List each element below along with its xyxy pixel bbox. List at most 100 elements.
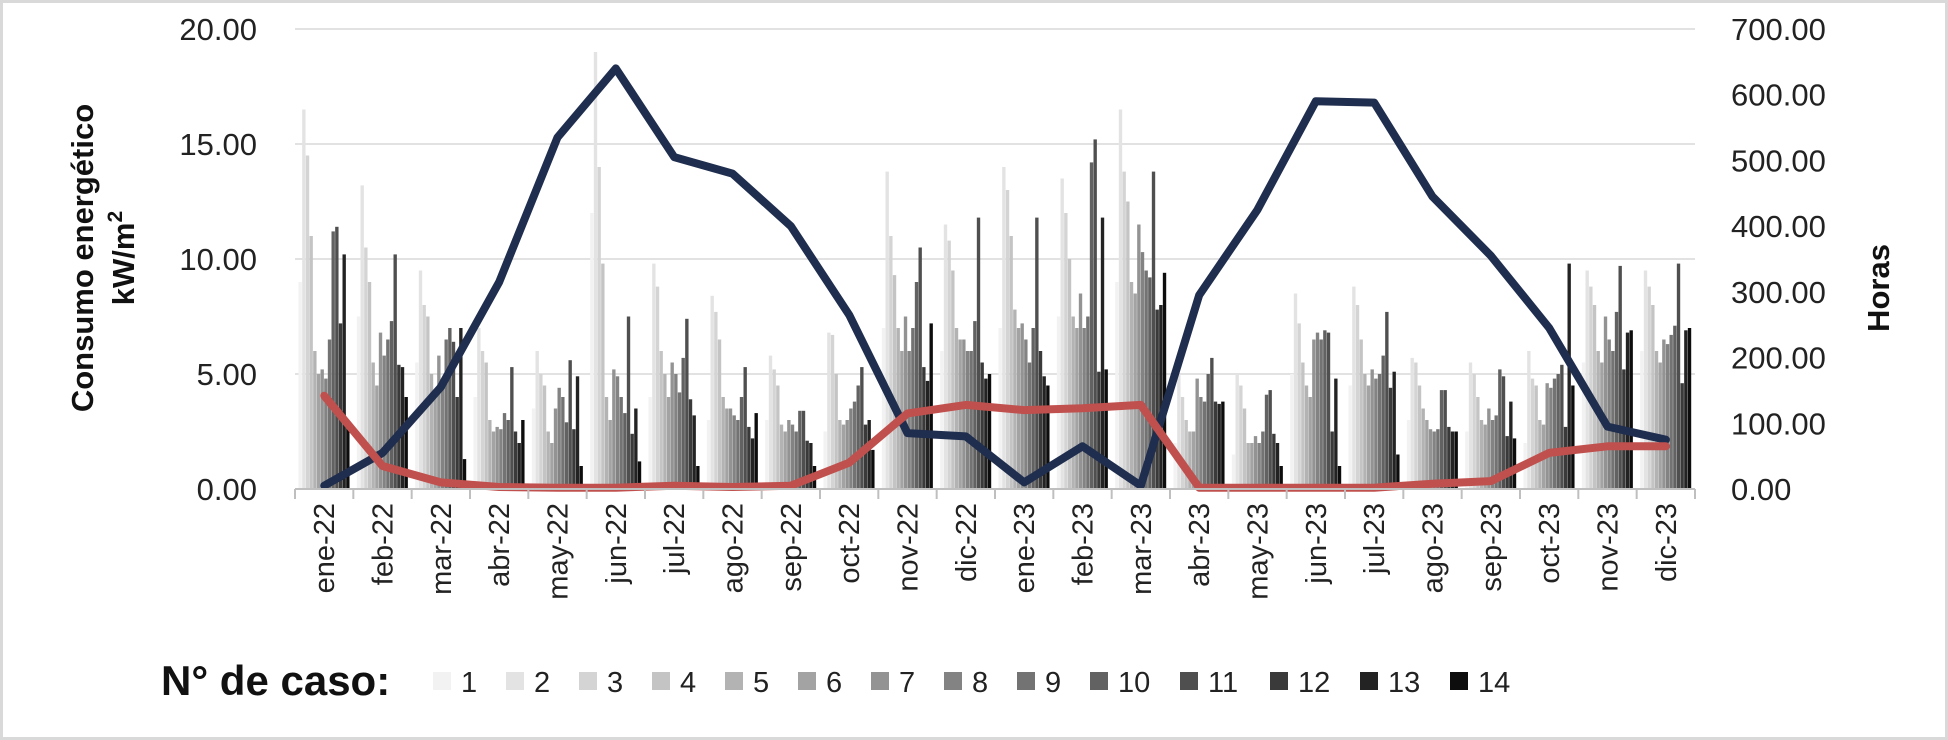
bar-series-6	[316, 374, 321, 489]
bar-series-13	[1567, 263, 1571, 489]
axes	[294, 488, 1696, 499]
bar-series-13	[1334, 378, 1338, 489]
legend-label-12: 12	[1298, 667, 1330, 699]
bar-series-9	[386, 339, 390, 489]
bar-series-8	[732, 415, 736, 489]
bar-series-2	[1643, 270, 1648, 489]
bar-series-12	[1155, 309, 1159, 489]
bar-series-7	[1487, 408, 1491, 489]
bar-series-12	[1097, 371, 1101, 489]
legend-label-11: 11	[1208, 667, 1238, 699]
legend-swatch-7	[871, 672, 889, 690]
bar-series-4	[484, 362, 488, 489]
bar-series-9	[1027, 362, 1032, 489]
left-tick-label: 5.00	[197, 357, 257, 392]
x-tick-label: jun-22	[601, 503, 633, 585]
bar-series-3	[1005, 190, 1010, 489]
bar-series-13	[692, 415, 696, 489]
legend-swatch-5	[725, 672, 743, 690]
bar-series-9	[794, 431, 798, 489]
bar-series-3	[1180, 397, 1185, 489]
bar-series-8	[1024, 339, 1028, 489]
bar-series-13	[867, 420, 871, 489]
bar-series-2	[885, 171, 889, 489]
bar-series-13	[1450, 431, 1455, 489]
x-tick-label: feb-22	[368, 503, 400, 585]
bar-series-13	[575, 376, 580, 489]
bar-series-11	[1035, 217, 1039, 489]
bar-series-3	[1355, 305, 1360, 489]
x-tick-label: ene-22	[309, 503, 341, 593]
bar-series-9	[677, 392, 682, 489]
bar-series-7	[1253, 436, 1258, 489]
left-axis-unit: kW/m	[106, 223, 141, 306]
bar-series-3	[1589, 286, 1593, 489]
bar-series-10	[1264, 394, 1269, 489]
bar-series-1	[1581, 362, 1586, 489]
bar-series-11	[626, 316, 631, 489]
bar-series-4	[1301, 362, 1305, 489]
bar-series-10	[1614, 311, 1619, 489]
bar-series-2	[1468, 362, 1473, 489]
bar-series-9	[1319, 339, 1323, 489]
bar-series-8	[1199, 397, 1203, 489]
bar-series-14	[404, 397, 408, 489]
bar-series-6	[433, 397, 437, 489]
bar-series-12	[1680, 383, 1684, 489]
legend-label-7: 7	[899, 667, 915, 699]
bar-series-5	[1188, 431, 1192, 489]
bar-series-2	[827, 332, 831, 489]
bar-series-1	[823, 431, 827, 489]
legend-swatch-4	[652, 672, 670, 690]
left-tick-label: 15.00	[179, 127, 257, 162]
bar-series-1	[590, 213, 594, 489]
bar-series-9	[1261, 431, 1265, 489]
bar-series-2	[1235, 374, 1239, 489]
bar-series-5	[1129, 282, 1134, 489]
left-tick-label: 20.00	[179, 12, 257, 47]
bar-series-7	[437, 355, 441, 489]
bar-series-10	[506, 420, 510, 489]
bar-series-8	[1490, 420, 1495, 489]
bar-series-11	[1618, 265, 1622, 489]
right-tick-label: 200.00	[1731, 341, 1826, 376]
bar-series-4	[659, 351, 663, 489]
legend-label-6: 6	[826, 667, 842, 699]
legend-swatch-8	[944, 672, 962, 690]
bar-series-9	[1552, 378, 1557, 489]
legend-label-5: 5	[753, 667, 769, 699]
bar-series-11	[1501, 376, 1506, 489]
right-tick-label: 300.00	[1731, 275, 1826, 310]
bar-series-9	[561, 397, 565, 489]
x-tick-label: nov-22	[893, 503, 925, 592]
legend-label-1: 1	[461, 667, 477, 699]
bar-series-13	[1392, 371, 1396, 489]
bar-series-14	[1162, 272, 1167, 489]
bar-series-12	[747, 426, 751, 489]
bar-series-11	[801, 410, 806, 489]
bar-series-12	[455, 397, 459, 489]
bar-series-2	[1585, 270, 1589, 489]
bar-series-7	[787, 420, 791, 489]
bar-series-2	[652, 263, 656, 489]
bar-series-2	[593, 52, 598, 489]
bar-series-6	[1308, 397, 1312, 489]
bar-series-13	[1100, 217, 1105, 489]
bar-series-12	[1038, 351, 1043, 489]
bar-series-2	[1527, 351, 1531, 489]
bar-series-7	[553, 408, 558, 489]
bar-series-6	[1250, 443, 1254, 489]
bar-series-9	[444, 339, 448, 489]
bar-series-1	[1290, 374, 1294, 489]
left-axis-title-line1: Consumo energético	[65, 104, 100, 412]
x-tick-label: ago-22	[718, 503, 750, 593]
bar-series-11	[1560, 364, 1564, 489]
bar-series-13	[750, 438, 755, 489]
right-tick-label: 100.00	[1731, 406, 1826, 441]
bar-series-5	[721, 397, 725, 489]
bar-series-4	[1126, 201, 1130, 489]
bar-series-13	[1684, 330, 1688, 489]
bar-series-8	[907, 351, 911, 489]
bar-series-2	[302, 109, 306, 489]
bar-series-6	[783, 431, 787, 489]
